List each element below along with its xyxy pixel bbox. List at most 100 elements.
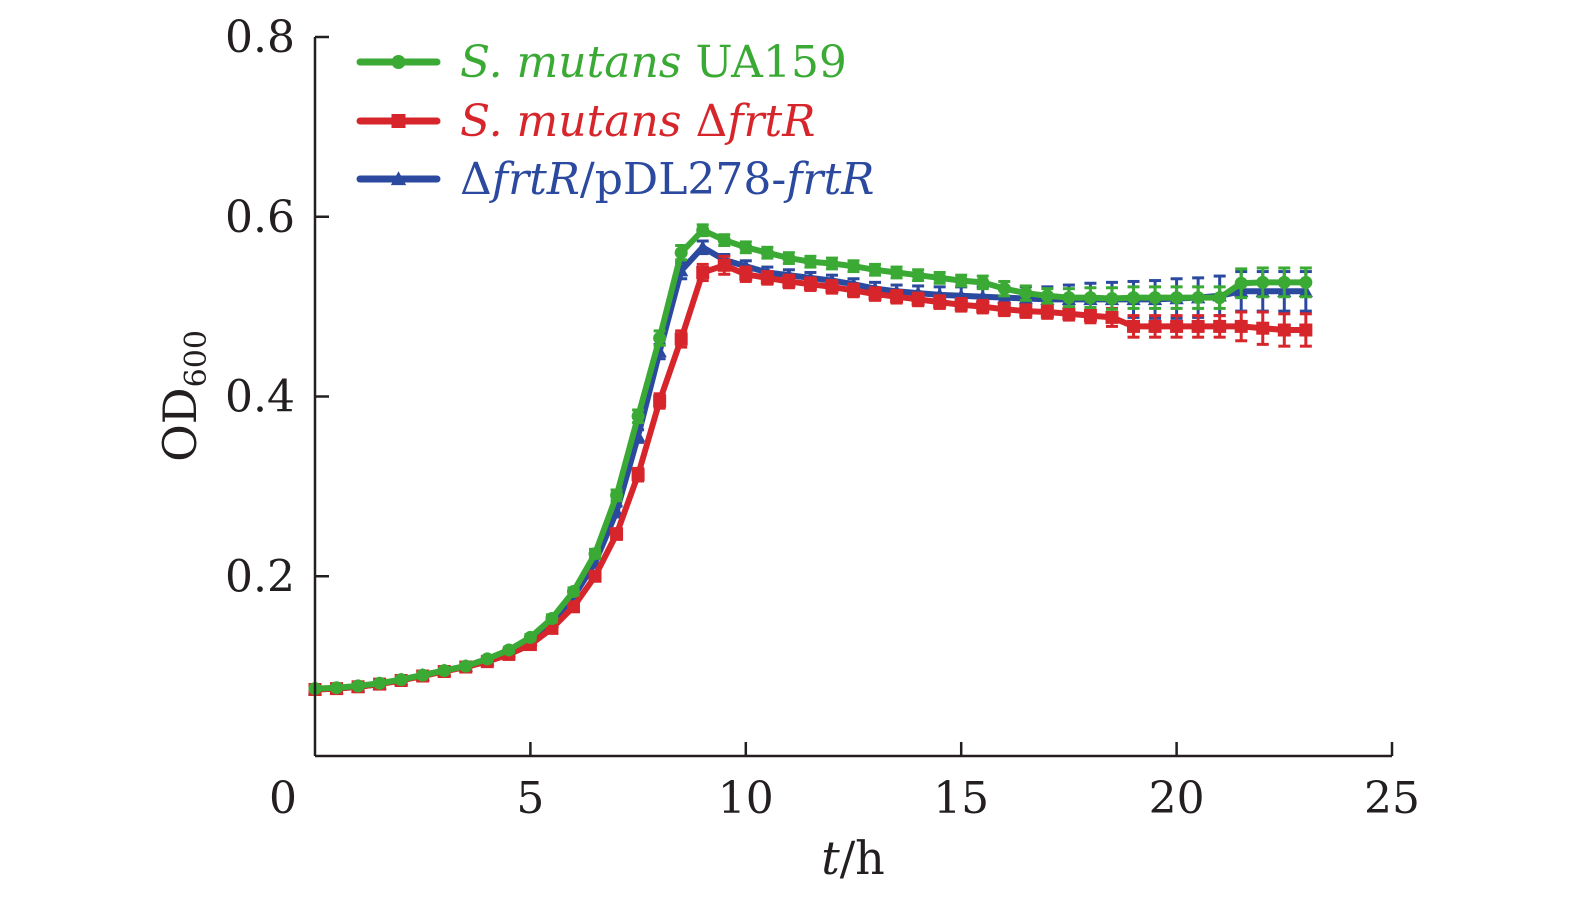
data-point <box>696 223 710 237</box>
data-point <box>717 258 731 272</box>
y-axis-title: OD600 <box>153 330 214 462</box>
x-tick-label: 10 <box>718 773 774 824</box>
data-point <box>782 251 796 265</box>
data-point <box>610 488 624 502</box>
legend-label-part: frtR <box>783 154 874 205</box>
legend-label-part: Δ <box>681 96 727 147</box>
data-point <box>1170 319 1184 333</box>
data-point <box>1040 289 1054 303</box>
legend-entry: S. mutans ΔfrtR <box>356 96 815 147</box>
x-tick-label: 15 <box>933 773 989 824</box>
data-point <box>847 283 860 297</box>
data-point <box>330 681 344 695</box>
data-point <box>1277 275 1291 289</box>
data-point <box>391 114 406 128</box>
data-point <box>1191 319 1205 333</box>
data-point <box>803 277 817 291</box>
data-point <box>1213 319 1227 333</box>
data-point <box>610 527 624 541</box>
data-point <box>674 246 688 260</box>
series-circle <box>308 223 1313 696</box>
y-ticks: 0.2 0.4 0.6 0.8 <box>225 12 329 602</box>
data-point <box>890 265 904 279</box>
data-point <box>1148 291 1162 305</box>
data-point <box>696 265 710 279</box>
y-tick-label: 0.4 <box>225 372 295 423</box>
legend-label-part: UA159 <box>681 37 846 88</box>
data-point <box>1062 291 1076 305</box>
data-point <box>997 302 1011 316</box>
y-axis-title-subscript: 600 <box>179 330 214 387</box>
data-point <box>976 275 990 289</box>
data-point <box>566 585 580 599</box>
x-ticks: 0 5 10 15 20 25 <box>269 742 1420 824</box>
data-point <box>373 676 387 690</box>
data-point <box>416 668 430 682</box>
data-point <box>390 171 407 186</box>
data-point <box>825 256 839 270</box>
data-point <box>1234 319 1248 333</box>
data-point <box>847 259 860 273</box>
x-tick-label: 25 <box>1364 773 1420 824</box>
data-point <box>868 263 882 277</box>
data-point <box>1299 323 1313 337</box>
data-point <box>1062 307 1076 321</box>
data-point <box>394 673 408 687</box>
data-point <box>695 240 710 254</box>
x-axis-title: t/h <box>821 831 885 885</box>
data-point <box>588 569 602 583</box>
data-point <box>391 55 406 69</box>
data-point <box>609 504 624 518</box>
data-point <box>566 600 580 614</box>
data-point <box>1019 304 1033 318</box>
data-point <box>1213 291 1227 305</box>
data-point <box>653 331 667 345</box>
legend-label-part: S. mutans <box>460 96 681 147</box>
data-point <box>351 679 365 693</box>
x-tick-label: 0 <box>269 773 297 824</box>
legend-entry: ΔfrtR/pDL278-frtR <box>356 154 874 205</box>
data-point <box>954 274 968 288</box>
data-point <box>545 611 559 625</box>
data-point <box>739 267 753 281</box>
data-point <box>1040 305 1054 319</box>
legend-label: S. mutans UA159 <box>460 37 847 88</box>
legend-label-part: Δ <box>460 154 492 205</box>
legend-label-part: S. mutans <box>460 37 681 88</box>
legend-entry: S. mutans UA159 <box>356 37 847 88</box>
data-point <box>933 295 947 309</box>
x-axis-title-italic: t <box>821 831 840 885</box>
data-point <box>1105 292 1119 306</box>
y-tick-label: 0.6 <box>225 192 295 243</box>
data-point <box>653 394 667 408</box>
data-point <box>1234 276 1248 290</box>
data-point <box>437 664 451 678</box>
data-point <box>588 547 602 561</box>
data-point <box>760 271 774 285</box>
x-tick-label: 5 <box>516 773 544 824</box>
data-point <box>631 468 645 482</box>
data-point <box>997 282 1011 296</box>
x-tick-label: 20 <box>1149 773 1205 824</box>
data-point <box>890 290 904 304</box>
data-point <box>1127 291 1141 305</box>
plot-area <box>307 223 1313 696</box>
series-square <box>308 254 1313 696</box>
data-point <box>674 332 688 346</box>
data-point <box>1170 291 1184 305</box>
legend-label: S. mutans ΔfrtR <box>460 96 815 147</box>
data-point <box>1299 275 1313 289</box>
data-point <box>1105 310 1119 324</box>
data-point <box>1256 321 1270 335</box>
data-point <box>976 300 990 314</box>
data-point <box>760 246 774 260</box>
data-point <box>1148 319 1162 333</box>
legend-label-part: /pDL278- <box>580 154 786 205</box>
data-point <box>1277 323 1291 337</box>
data-point <box>803 255 817 269</box>
data-point <box>1083 309 1097 323</box>
data-point <box>1083 291 1097 305</box>
data-point <box>459 659 473 673</box>
data-point <box>502 643 516 657</box>
